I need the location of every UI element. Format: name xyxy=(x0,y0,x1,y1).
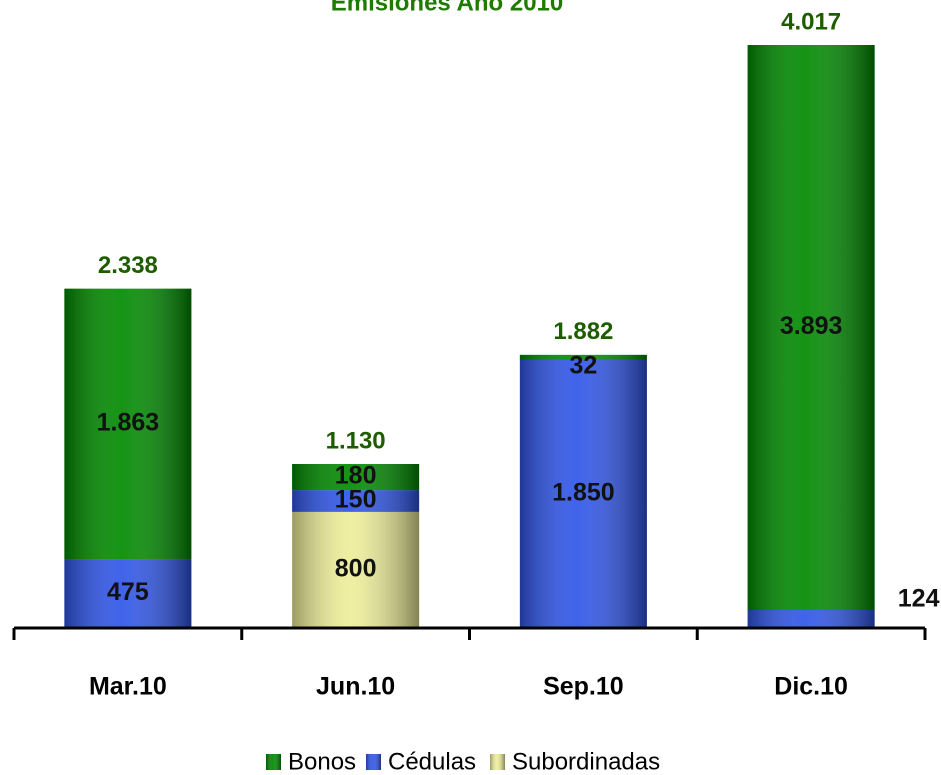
legend-swatch-shade xyxy=(366,754,381,770)
total-label: 1.130 xyxy=(326,427,386,454)
value-label: 800 xyxy=(335,555,377,583)
value-label: 1.850 xyxy=(552,478,615,506)
bar-shade xyxy=(64,288,192,560)
legend-swatch-shade xyxy=(490,754,505,770)
legend-swatch-shade xyxy=(266,754,281,770)
legend-label: Cédulas xyxy=(388,748,476,775)
total-label: 2.338 xyxy=(98,252,158,279)
legend-label: Bonos xyxy=(288,748,356,775)
bar-shade xyxy=(292,490,420,512)
bar-shade xyxy=(519,354,647,360)
bar-shade xyxy=(292,463,420,491)
total-label: 4.017 xyxy=(781,8,841,35)
bar-shade xyxy=(747,45,875,611)
bar-shade xyxy=(747,610,875,628)
x-tick-label: Jun.10 xyxy=(316,673,395,701)
value-label: 475 xyxy=(107,578,149,606)
total-label: 1.882 xyxy=(553,318,613,345)
bar-shade xyxy=(64,559,192,628)
x-tick-label: Sep.10 xyxy=(543,673,624,701)
legend-label: Subordinadas xyxy=(512,748,660,775)
value-label: 32 xyxy=(569,351,597,379)
bar-shade xyxy=(292,511,420,628)
chart-title: Emisiones Año 2010 xyxy=(331,0,564,16)
value-label: 150 xyxy=(335,486,377,514)
value-label: 180 xyxy=(335,462,377,490)
value-label: 1.863 xyxy=(97,408,160,436)
bar-shade xyxy=(519,359,647,628)
value-label: 3.893 xyxy=(780,312,843,340)
value-label: 124 xyxy=(898,585,940,613)
x-tick-label: Mar.10 xyxy=(89,673,167,701)
x-tick-label: Dic.10 xyxy=(774,673,848,701)
